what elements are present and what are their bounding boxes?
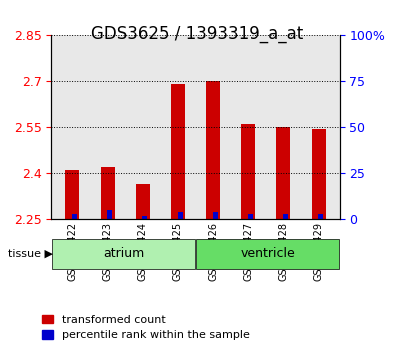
Bar — [136, 184, 150, 219]
Text: atrium: atrium — [103, 247, 144, 261]
Bar — [318, 214, 323, 219]
Bar — [206, 81, 220, 219]
Text: tissue ▶: tissue ▶ — [8, 249, 53, 259]
Text: GDS3625 / 1393319_a_at: GDS3625 / 1393319_a_at — [91, 25, 304, 43]
Text: ventricle: ventricle — [240, 247, 295, 261]
Legend: transformed count, percentile rank within the sample: transformed count, percentile rank withi… — [37, 310, 254, 345]
Bar — [143, 216, 147, 219]
FancyBboxPatch shape — [52, 239, 195, 269]
Bar — [248, 214, 253, 219]
Bar — [283, 214, 288, 219]
FancyBboxPatch shape — [196, 239, 339, 269]
Bar — [312, 129, 325, 219]
Bar — [178, 212, 182, 219]
Bar — [171, 85, 185, 219]
Bar — [72, 214, 77, 219]
Bar — [107, 210, 112, 219]
Bar — [276, 127, 290, 219]
Bar — [241, 124, 255, 219]
Bar — [213, 212, 218, 219]
Bar — [66, 170, 79, 219]
Bar — [101, 167, 115, 219]
